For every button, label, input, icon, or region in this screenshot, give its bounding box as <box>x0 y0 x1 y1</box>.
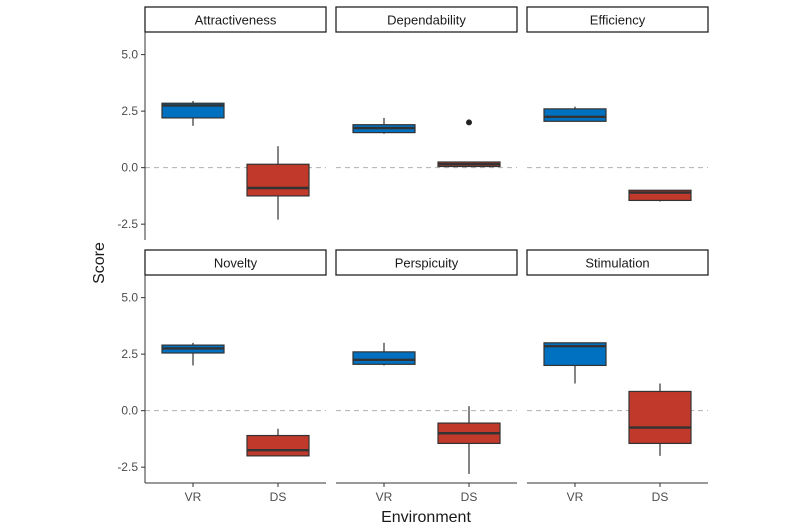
y-tick-label: -2.5 <box>117 460 138 474</box>
panel-title-efficiency: Efficiency <box>590 13 646 28</box>
box-stimulation-vr <box>543 342 607 384</box>
x-tick-label-ds: DS <box>652 490 669 504</box>
iqr-box <box>246 434 310 457</box>
panel-title-dependability: Dependability <box>387 13 466 28</box>
box-dependability-ds <box>437 119 501 168</box>
iqr-box <box>352 351 416 365</box>
y-axis-title: Score <box>91 242 108 284</box>
x-tick-label-vr: VR <box>376 490 393 504</box>
iqr-box <box>628 189 692 202</box>
y-tick-label: 5.0 <box>121 48 138 62</box>
outlier-point <box>466 119 472 126</box>
panel-efficiency: Efficiency <box>526 6 709 202</box>
iqr-box <box>246 163 310 197</box>
panel-strip-dependability <box>335 6 518 33</box>
y-tick-label: 2.5 <box>121 347 138 361</box>
y-tick-label: 0.0 <box>121 161 138 175</box>
box-stimulation-ds <box>628 383 692 456</box>
panel-stimulation: Stimulation VR DS <box>526 249 709 504</box>
panel-strip-attractiveness <box>144 6 327 33</box>
box-perspicuity-ds <box>437 406 501 474</box>
iqr-box <box>628 390 692 445</box>
box-attractiveness-ds <box>246 146 310 220</box>
panel-title-perspicuity: Perspicuity <box>395 256 459 271</box>
iqr-box <box>161 102 225 119</box>
iqr-box <box>543 108 607 122</box>
panel-strip-efficiency <box>526 6 709 33</box>
panel-attractiveness: Attractiveness -2.5 0.0 2.5 5.0 <box>117 6 327 240</box>
box-perspicuity-vr <box>352 342 416 366</box>
panel-novelty: Novelty -2.5 0.0 2.5 5.0 VR DS <box>117 249 327 504</box>
panel-strip-stimulation <box>526 249 709 276</box>
panel-perspicuity: Perspicuity VR DS <box>335 249 518 504</box>
x-tick-label-vr: VR <box>567 490 584 504</box>
panel-title-attractiveness: Attractiveness <box>195 13 277 28</box>
iqr-box <box>543 342 607 367</box>
box-dependability-vr <box>352 117 416 134</box>
x-axis-title: Environment <box>381 509 471 526</box>
y-tick-label: 0.0 <box>121 404 138 418</box>
y-tick-label: -2.5 <box>117 217 138 231</box>
panel-strip-perspicuity <box>335 249 518 276</box>
panel-strip-novelty <box>144 249 327 276</box>
y-tick-label: 5.0 <box>121 291 138 305</box>
panel-title-novelty: Novelty <box>214 256 258 271</box>
y-tick-label: 2.5 <box>121 104 138 118</box>
x-tick-label-vr: VR <box>185 490 202 504</box>
box-efficiency-vr <box>543 106 607 122</box>
x-tick-label-ds: DS <box>461 490 478 504</box>
panel-grid: Attractiveness -2.5 0.0 2.5 5.0 Dependability… <box>117 6 709 504</box>
x-tick-label-ds: DS <box>270 490 287 504</box>
panel-title-stimulation: Stimulation <box>585 256 649 271</box>
panel-dependability: Dependability <box>335 6 518 169</box>
box-attractiveness-vr <box>161 100 225 126</box>
box-novelty-vr <box>161 342 225 366</box>
box-novelty-ds <box>246 428 310 457</box>
box-efficiency-ds <box>628 189 692 202</box>
